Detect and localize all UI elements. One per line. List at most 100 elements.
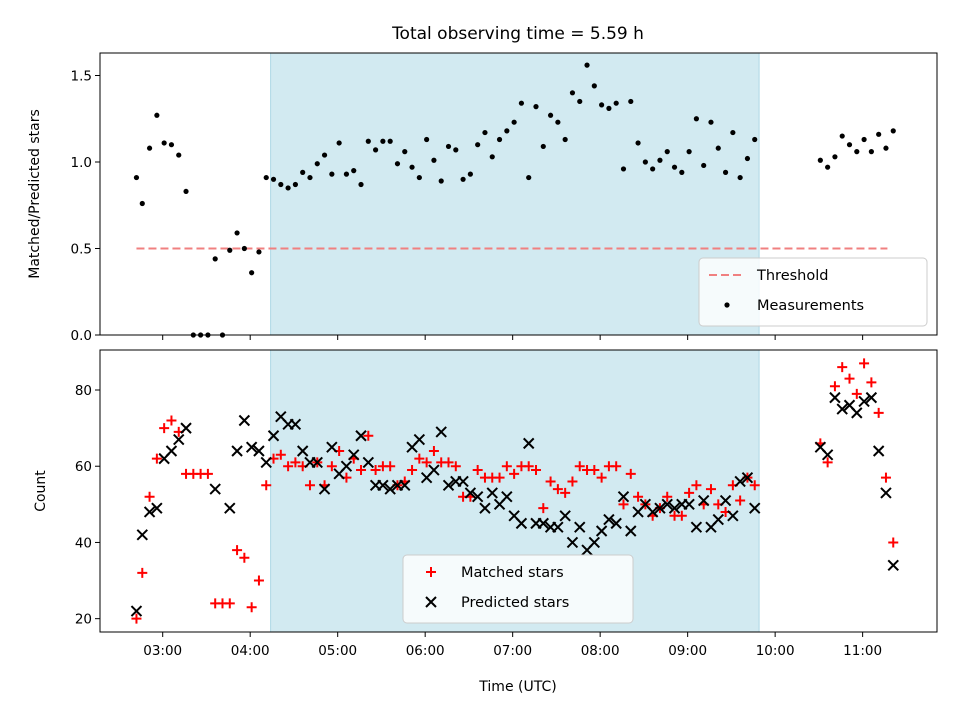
x-tick-label: 09:00 bbox=[668, 643, 707, 659]
measurement-point bbox=[351, 168, 357, 174]
matched-point bbox=[859, 358, 870, 369]
predicted-point bbox=[348, 449, 360, 461]
measurement-point bbox=[168, 142, 175, 148]
measurement-point bbox=[336, 140, 342, 146]
measurement-point bbox=[890, 128, 896, 134]
measurement-point bbox=[650, 166, 656, 172]
measurement-point bbox=[212, 256, 218, 262]
measurement-point bbox=[832, 154, 838, 160]
x-tick-label: 11:00 bbox=[843, 643, 882, 659]
x-tick-label: 05:00 bbox=[318, 643, 357, 659]
matched-point bbox=[873, 407, 884, 418]
matched-point bbox=[574, 461, 585, 472]
x-tick-label: 04:00 bbox=[231, 643, 270, 659]
predicted-point bbox=[588, 536, 601, 549]
matched-point bbox=[370, 465, 381, 476]
matched-point bbox=[326, 461, 337, 472]
measurement-point bbox=[883, 145, 889, 151]
predicted-point bbox=[253, 445, 265, 457]
measurement-point bbox=[285, 185, 291, 191]
predicted-point bbox=[143, 506, 156, 518]
measurement-point bbox=[868, 149, 874, 155]
matched-point bbox=[880, 472, 891, 483]
matched-point bbox=[844, 373, 855, 384]
x-axis-label: Time (UTC) bbox=[478, 679, 556, 695]
measurement-point bbox=[701, 162, 707, 169]
measurement-point bbox=[664, 149, 670, 155]
measurement-point bbox=[526, 174, 532, 181]
matched-point bbox=[567, 476, 578, 487]
plot-layer: 0.0 0.5 1.0 1.5 20 40 60 80 03:00 04:00 05:00 06:00… bbox=[71, 52, 938, 659]
legend-label: Predicted stars bbox=[461, 595, 569, 611]
predicted-point bbox=[880, 487, 892, 499]
matched-point bbox=[494, 472, 505, 483]
matched-point bbox=[290, 457, 301, 468]
legend-top-box bbox=[698, 257, 928, 327]
measurement-point bbox=[657, 157, 663, 163]
matched-point bbox=[224, 598, 235, 609]
matched-point bbox=[239, 552, 250, 563]
legend-measurement-symbol bbox=[724, 302, 730, 308]
predicted-point bbox=[130, 605, 143, 617]
x-tick-label: 03:00 bbox=[143, 643, 182, 659]
matched-point bbox=[137, 567, 148, 578]
measurement-point bbox=[577, 98, 583, 105]
measurement-point bbox=[817, 157, 823, 163]
predicted-point bbox=[836, 403, 848, 415]
x-tick-label: 06:00 bbox=[406, 643, 445, 659]
measurement-point bbox=[329, 171, 335, 177]
matched-point bbox=[552, 484, 563, 495]
predicted-point bbox=[719, 494, 732, 507]
matched-point bbox=[151, 453, 162, 464]
measurement-point bbox=[504, 128, 510, 134]
measurement-point bbox=[511, 119, 517, 125]
axes-frame-top bbox=[99, 52, 938, 336]
measurement-point bbox=[846, 142, 853, 148]
measurement-point bbox=[387, 138, 393, 144]
predicted-point bbox=[734, 475, 746, 488]
measurement-point bbox=[292, 181, 298, 188]
predicted-point bbox=[603, 513, 615, 526]
predicted-point bbox=[486, 487, 498, 499]
predicted-point bbox=[566, 536, 579, 549]
measurement-point bbox=[416, 174, 422, 181]
measurement-point bbox=[744, 155, 751, 162]
predicted-point bbox=[471, 491, 484, 503]
matched-point bbox=[253, 575, 264, 586]
predicted-point bbox=[180, 422, 192, 434]
measurement-point bbox=[402, 149, 408, 155]
measurement-point bbox=[752, 136, 758, 143]
predicted-point bbox=[515, 517, 528, 530]
predicted-point bbox=[464, 487, 477, 499]
matched-point bbox=[166, 415, 177, 426]
legend-matched-symbol bbox=[426, 567, 436, 577]
y-tick-label: 0.5 bbox=[71, 241, 92, 257]
measurement-point bbox=[438, 178, 444, 184]
legend-label: Measurements bbox=[757, 298, 864, 314]
predicted-point bbox=[661, 498, 673, 511]
measurement-point bbox=[270, 176, 277, 182]
matched-point bbox=[822, 457, 833, 468]
matched-point bbox=[851, 388, 862, 399]
predicted-point bbox=[428, 464, 440, 476]
measurement-point bbox=[496, 136, 503, 143]
measurement-point bbox=[613, 100, 619, 106]
axes-frame-bottom bbox=[99, 349, 938, 633]
measurement-point bbox=[825, 164, 831, 170]
y-tick-label: 20 bbox=[75, 612, 92, 628]
predicted-point bbox=[574, 521, 586, 533]
matched-point bbox=[538, 503, 549, 514]
legend-label: Matched stars bbox=[461, 565, 564, 581]
predicted-point bbox=[318, 483, 331, 495]
matched-point bbox=[159, 423, 170, 434]
predicted-point bbox=[552, 521, 564, 533]
measurement-point bbox=[445, 143, 452, 150]
measurement-point bbox=[686, 149, 692, 155]
matched-point bbox=[888, 537, 899, 548]
predicted-point bbox=[522, 437, 535, 450]
measurement-point bbox=[343, 171, 350, 177]
matched-point bbox=[523, 461, 534, 472]
measurement-point bbox=[460, 176, 466, 182]
measurement-point bbox=[569, 90, 576, 96]
